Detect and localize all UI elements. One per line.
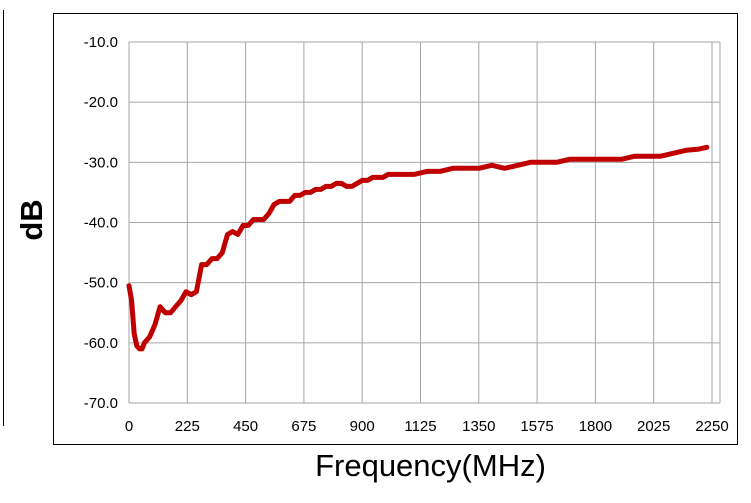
x-tick-label: 0 [125, 418, 133, 435]
x-axis-label: Frequency(MHz) [315, 448, 546, 483]
y-tick-label: -10.0 [84, 34, 118, 51]
y-axis-label: dB [14, 199, 49, 240]
x-tick-label: 2250 [695, 418, 728, 435]
x-axis-ticks: 0 225 450 675 900 1125 1350 1575 1800 2025 2250 [125, 418, 729, 435]
x-tick-label: 1575 [520, 418, 553, 435]
outer-frame-edge [0, 10, 4, 426]
plot-area [53, 13, 738, 445]
x-tick-label: 225 [175, 418, 200, 435]
y-tick-label: -20.0 [84, 94, 118, 111]
y-axis-ticks: -10.0 -20.0 -30.0 -40.0 -50.0 -60.0 -70.0 [84, 34, 118, 412]
y-tick-label: -50.0 [84, 275, 118, 292]
series-layer [126, 144, 710, 352]
x-tick-label: 2025 [637, 418, 670, 435]
grid [128, 41, 721, 404]
series-line-0 [126, 144, 710, 352]
y-tick-label: -30.0 [84, 154, 118, 171]
x-tick-label: 675 [291, 418, 316, 435]
x-tick-label: 1125 [404, 418, 436, 435]
x-tick-label: 1800 [579, 418, 612, 435]
x-tick-label: 450 [233, 418, 258, 435]
y-axis-label-wrapper: dB [14, 199, 49, 240]
x-tick-label: 1350 [462, 418, 495, 435]
y-tick-label: -60.0 [84, 335, 118, 352]
y-tick-label: -70.0 [84, 395, 118, 412]
y-tick-label: -40.0 [84, 215, 118, 232]
x-tick-label: 900 [350, 418, 375, 435]
